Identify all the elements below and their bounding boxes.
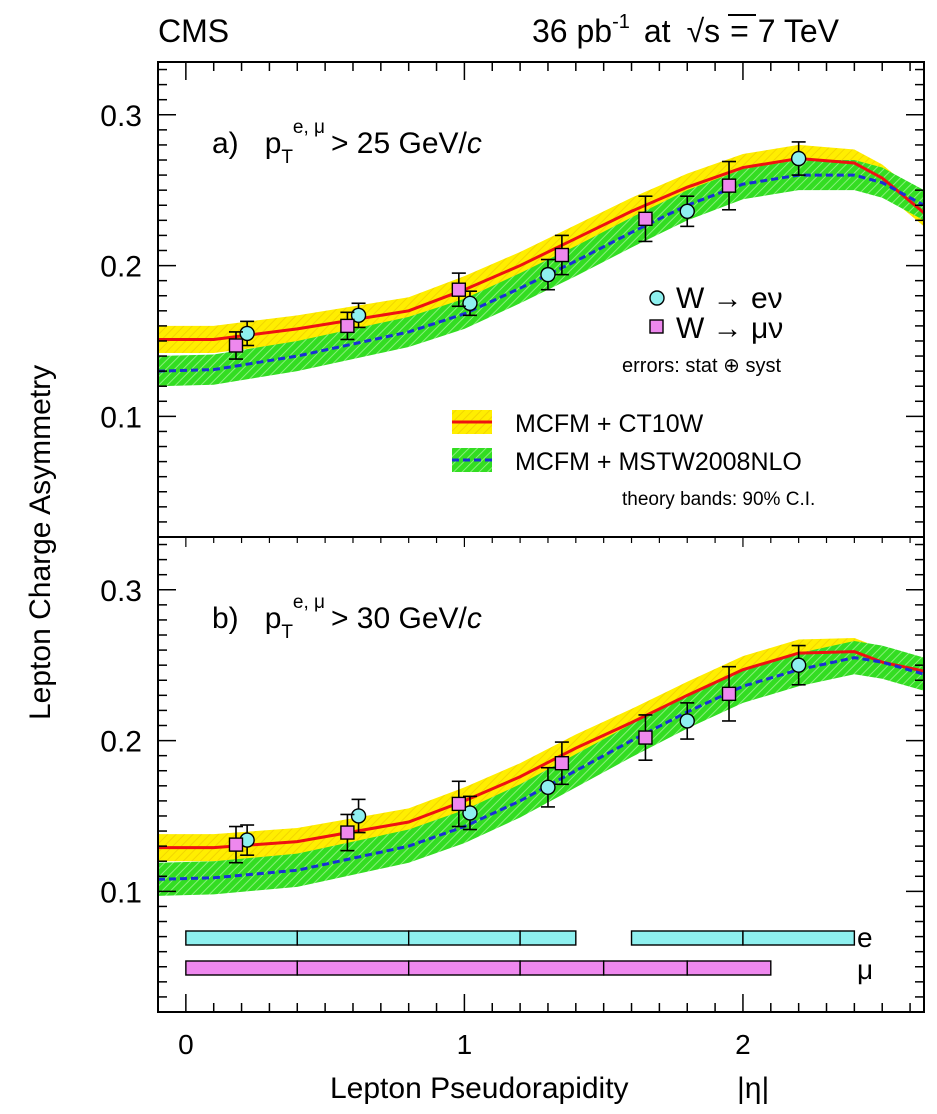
electron-point (462, 295, 478, 311)
electron-point (350, 307, 367, 324)
legend-electron-marker (649, 290, 665, 306)
electron-point (540, 266, 556, 283)
muon-point (451, 282, 467, 297)
theory-line-mstw (158, 656, 924, 881)
panel-b-label: b) pTe, μ > 30 GeV/c (212, 592, 482, 643)
axis-ticks: 0 1 2 0.1 0.2 0.3 0.1 0.2 0.3 (100, 62, 924, 1060)
panel-a-label: a) pTe, μ > 25 GeV/c (212, 117, 482, 168)
muon-point (638, 211, 653, 227)
electron-bin (630, 930, 744, 946)
legend-theory-note: theory bands: 90% C.I. (622, 489, 815, 510)
muon-bin (185, 960, 298, 976)
electron-bin (296, 930, 410, 946)
muon-point (721, 686, 737, 702)
electron-bin-label: e (857, 922, 873, 953)
y-tick-label: 0.1 (100, 401, 142, 434)
muon-point (721, 178, 737, 193)
electron-point (540, 779, 556, 796)
muon-bin (686, 960, 772, 976)
electron-bin (407, 930, 521, 946)
muon-point (554, 755, 570, 771)
theory-band-mstw (158, 641, 924, 896)
theory-band-ct10 (158, 144, 924, 354)
theory-line-mstw (158, 173, 924, 373)
muon-bin (519, 960, 605, 976)
legend: W → eν W → μν errors: stat ⊕ syst MCFM +… (452, 282, 815, 510)
y-axis-label: Lepton Charge Asymmetry (24, 365, 57, 720)
legend-electron-label: W → eν (676, 282, 783, 315)
x-tick-label: 1 (457, 1029, 473, 1060)
legend-mstw-label: MCFM + MSTW2008NLO (515, 448, 802, 476)
electron-point (462, 805, 478, 821)
data-points-a (228, 141, 807, 360)
muon-point (340, 825, 355, 840)
panel-b: eμ (158, 638, 924, 985)
legend-errors-note: errors: stat ⊕ syst (622, 355, 781, 377)
x-axis-label: Lepton Pseudorapidity (330, 1072, 629, 1105)
electron-point (350, 808, 367, 824)
experiment-label: CMS (158, 13, 229, 49)
muon-bin-label: μ (857, 954, 873, 985)
muon-bin (602, 960, 688, 976)
electron-point (679, 713, 695, 729)
electron-point (790, 150, 807, 167)
theory-bands-a (158, 144, 924, 387)
electron-bin (519, 930, 577, 946)
y-tick-label: 0.1 (100, 876, 142, 909)
lumi-label: 36 pb-1 at √s = 7 TeV (532, 11, 840, 49)
panel-a (158, 141, 924, 387)
y-tick-label: 0.3 (100, 575, 142, 608)
muon-point (638, 730, 653, 745)
muon-bin (296, 960, 410, 976)
legend-ct10-label: MCFM + CT10W (515, 410, 704, 438)
x-axis-variable: |η| (737, 1072, 769, 1105)
bin-boundaries: eμ (185, 922, 873, 985)
muon-point (340, 318, 355, 334)
legend-muon-label: W → μν (676, 312, 783, 345)
y-tick-label: 0.3 (100, 100, 142, 133)
x-tick-label: 0 (178, 1029, 194, 1060)
x-tick-label: 2 (735, 1029, 751, 1060)
theory-line-ct10 (158, 650, 924, 850)
muon-point (228, 837, 244, 852)
electron-bin (185, 930, 298, 946)
electron-point (239, 325, 255, 342)
y-tick-label: 0.2 (100, 726, 142, 759)
y-tick-label: 0.2 (100, 251, 142, 284)
muon-bin (407, 960, 521, 976)
muon-point (228, 338, 244, 353)
data-points-b (228, 644, 807, 864)
muon-point (554, 247, 570, 263)
electron-bin (742, 930, 856, 946)
theory-line-ct10 (158, 156, 924, 341)
electron-point (790, 657, 807, 673)
electron-point (679, 203, 695, 219)
legend-muon-marker (649, 319, 664, 334)
muon-point (451, 796, 467, 812)
